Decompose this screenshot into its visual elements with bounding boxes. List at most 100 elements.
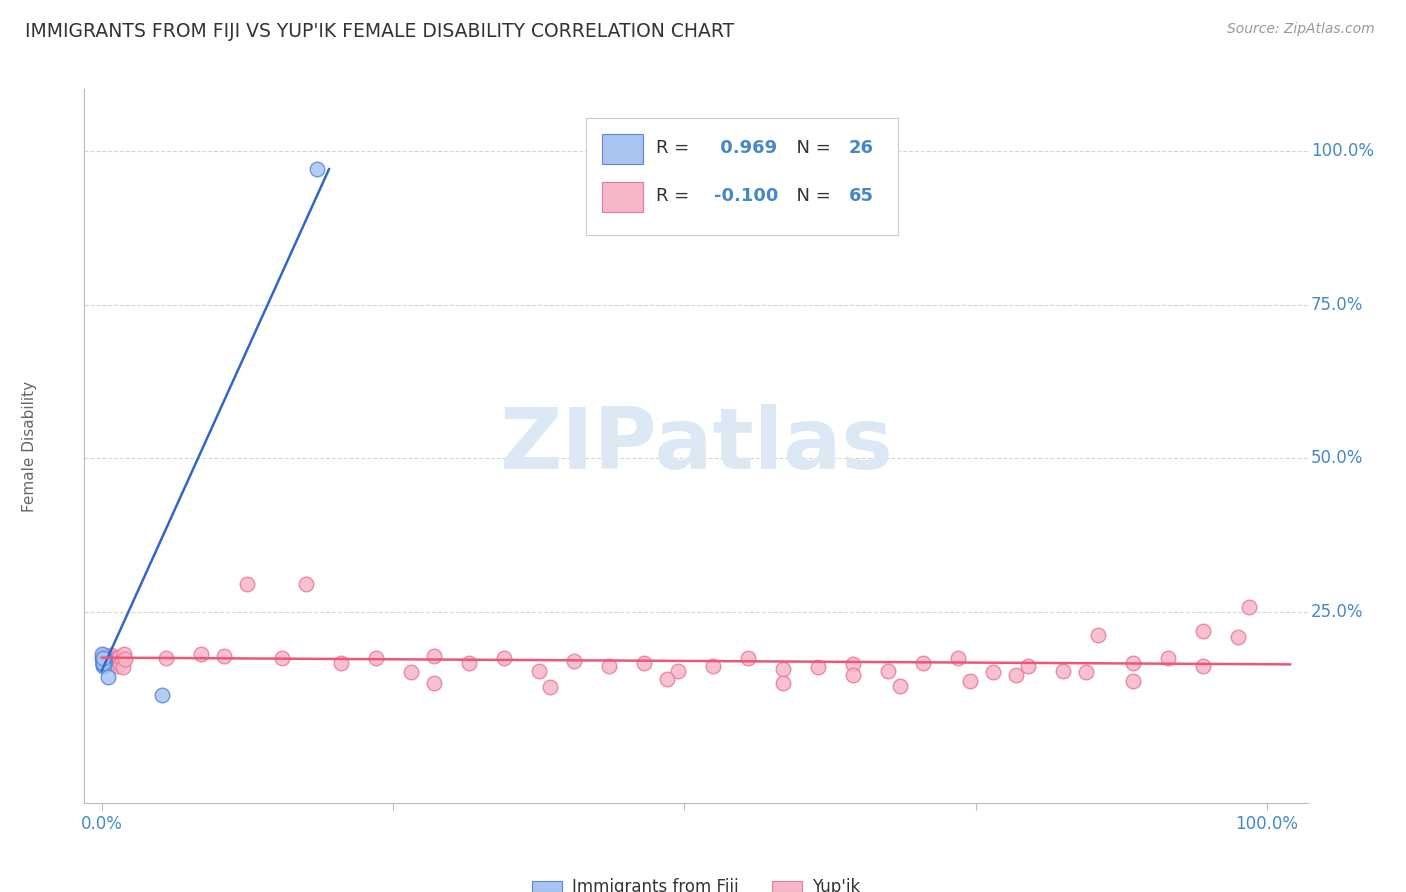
Point (329, 656, 352, 670)
Text: ZIPatlas: ZIPatlas (499, 404, 893, 488)
Point (96, 653, 118, 667)
Point (91, 651, 114, 665)
Legend: Immigrants from Fiji, Yup'ik: Immigrants from Fiji, Yup'ik (526, 871, 866, 892)
Point (103, 654, 125, 668)
Point (94, 656, 117, 670)
Text: R =: R = (655, 187, 695, 205)
Point (1052, 664, 1074, 678)
Point (190, 647, 212, 661)
Point (1087, 628, 1109, 642)
Point (1005, 668, 1028, 682)
Point (1122, 656, 1144, 670)
Text: 65: 65 (849, 187, 875, 205)
Point (110, 657, 132, 671)
Point (91, 657, 114, 671)
Point (877, 664, 900, 678)
Point (112, 647, 135, 661)
Point (93, 658, 115, 673)
Point (399, 665, 422, 680)
Point (633, 656, 655, 670)
Point (423, 676, 446, 690)
Point (93, 648, 115, 662)
Point (423, 649, 446, 664)
Text: 0.969: 0.969 (714, 139, 778, 157)
Point (91, 656, 114, 670)
Point (889, 679, 911, 693)
Point (93, 652, 115, 666)
Text: 26: 26 (849, 139, 875, 157)
Text: -0.100: -0.100 (714, 187, 779, 205)
Point (1017, 659, 1039, 673)
Text: 0.0%: 0.0% (82, 815, 122, 833)
Point (114, 652, 136, 666)
Point (91, 652, 114, 666)
Point (111, 653, 134, 667)
Point (97, 649, 120, 664)
Text: Source: ZipAtlas.com: Source: ZipAtlas.com (1227, 22, 1375, 37)
Point (655, 672, 678, 686)
Point (111, 660, 134, 674)
Point (93, 655, 115, 669)
Point (93, 656, 115, 670)
Point (527, 664, 550, 678)
Point (93, 651, 115, 665)
Point (236, 577, 259, 591)
Point (152, 688, 174, 702)
Point (104, 650, 127, 665)
Point (91, 651, 114, 665)
Point (107, 658, 129, 673)
Point (1226, 630, 1249, 644)
Text: R =: R = (655, 139, 695, 157)
FancyBboxPatch shape (602, 134, 644, 164)
Point (307, 162, 329, 177)
Text: 50.0%: 50.0% (1310, 450, 1364, 467)
Text: 100.0%: 100.0% (1236, 815, 1298, 833)
Text: Female Disability: Female Disability (22, 380, 37, 512)
Point (981, 665, 1004, 680)
Point (492, 651, 515, 665)
Point (772, 676, 794, 690)
Point (772, 662, 794, 676)
Point (212, 649, 235, 664)
Point (598, 659, 620, 673)
Point (1191, 624, 1213, 638)
Point (91, 650, 114, 665)
Point (702, 659, 724, 673)
Point (457, 656, 479, 670)
Point (93, 650, 115, 665)
Point (91, 647, 114, 661)
Text: IMMIGRANTS FROM FIJI VS YUP'IK FEMALE DISABILITY CORRELATION CHART: IMMIGRANTS FROM FIJI VS YUP'IK FEMALE DI… (25, 22, 734, 41)
Text: N =: N = (786, 187, 837, 205)
Point (91, 657, 114, 672)
FancyBboxPatch shape (602, 182, 644, 212)
Point (155, 651, 177, 665)
Point (1122, 673, 1144, 688)
Text: 25.0%: 25.0% (1310, 603, 1364, 621)
Point (842, 657, 865, 672)
Point (101, 656, 124, 670)
Point (959, 673, 981, 688)
Point (93, 654, 115, 668)
Point (93, 653, 115, 667)
Point (100, 648, 122, 662)
Point (668, 664, 690, 678)
Text: 75.0%: 75.0% (1310, 295, 1364, 313)
Point (538, 680, 561, 694)
Point (93, 658, 115, 673)
Point (562, 654, 585, 668)
Text: 100.0%: 100.0% (1310, 142, 1374, 160)
Point (1076, 665, 1098, 680)
Point (1239, 600, 1261, 615)
Point (737, 651, 759, 665)
Point (842, 668, 865, 682)
Point (91, 653, 114, 667)
Point (91, 654, 114, 668)
Point (1157, 651, 1180, 665)
Text: N =: N = (786, 139, 837, 157)
Point (108, 650, 131, 665)
Point (104, 655, 127, 669)
Point (271, 651, 294, 665)
Point (91, 652, 114, 666)
Point (364, 651, 387, 665)
Point (98, 652, 121, 666)
